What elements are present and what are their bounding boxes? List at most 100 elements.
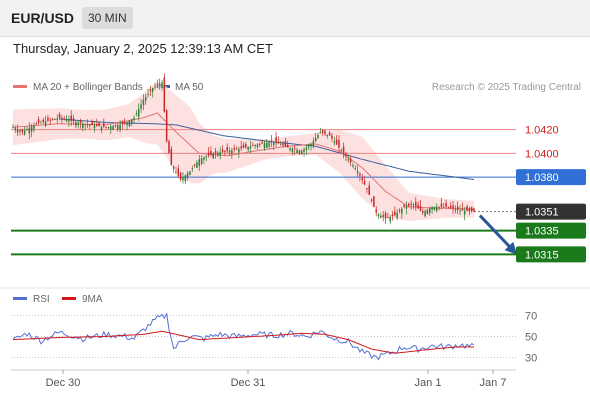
candle-body (79, 120, 82, 124)
candle-body (49, 119, 52, 121)
candle-body (305, 147, 308, 150)
candle-body (68, 120, 70, 122)
x-axis: Dec 30 Dec 31 Jan 1 Jan 7 (46, 370, 506, 389)
candle-body (452, 205, 454, 209)
bollinger-band (13, 81, 474, 222)
candle-body (310, 143, 312, 146)
candle-body (65, 119, 68, 122)
candle-body (84, 124, 86, 126)
candle-body (447, 206, 450, 208)
candle-body (426, 209, 429, 214)
candle-body (270, 140, 273, 142)
candle-body (200, 158, 203, 164)
candle-body (415, 202, 417, 207)
candle-body (422, 210, 424, 213)
candle-body (205, 156, 207, 158)
candle-body (212, 153, 214, 159)
forecast-arrow-line (478, 214, 518, 255)
level-tag-1.0335 (516, 222, 586, 239)
level-tag-1.0351 (516, 203, 586, 220)
candle-body (179, 172, 182, 180)
candle-body (54, 118, 56, 121)
level-label-1.0335: 1.0335 (525, 226, 559, 238)
candle-body (361, 178, 363, 181)
timestamp: Thursday, January 2, 2025 12:39:13 AM CE… (13, 41, 273, 56)
level-label-1.0420: 1.0420 (525, 125, 559, 137)
candle-body (89, 124, 91, 126)
candle-body (459, 210, 461, 212)
candle-body (40, 122, 42, 124)
candle-body (335, 139, 338, 145)
rsi-legend-swatch (13, 297, 27, 300)
candle-body (12, 127, 14, 129)
candle-body (456, 206, 459, 210)
candle-body (77, 122, 79, 125)
candle-body (468, 208, 471, 212)
candle-body (419, 205, 422, 211)
candle-body (231, 150, 233, 155)
candle-body (394, 211, 396, 216)
candle-body (214, 151, 217, 153)
candle-body (110, 126, 112, 130)
candle-body (100, 126, 103, 131)
candle-body (135, 113, 138, 115)
main-legend: MA 20 + Bollinger Bands MA 50 Research ©… (13, 82, 581, 93)
candle-body (86, 124, 89, 126)
candle-body (117, 125, 119, 130)
candle-body (324, 130, 326, 134)
candle-body (247, 146, 249, 150)
candle-body (121, 122, 124, 125)
candle-body (175, 171, 177, 173)
candle-body (461, 208, 464, 211)
candle-body (126, 122, 128, 126)
candle-body (238, 148, 240, 153)
candle-body (403, 204, 405, 207)
candle-body (147, 94, 149, 95)
level-label-1.0400: 1.0400 (525, 148, 559, 160)
candle-body (114, 124, 117, 126)
candle-body (105, 126, 107, 128)
candle-body (128, 120, 131, 127)
symbol-title: EUR/USD (11, 10, 75, 26)
candle-body (328, 132, 331, 136)
candle-body (252, 145, 254, 147)
candle-body (224, 150, 226, 152)
credit-text: Research © 2025 Trading Central (432, 82, 581, 93)
rsi-ma-legend-label: 9MA (82, 294, 103, 305)
candle-body (198, 159, 201, 166)
candle-body (191, 168, 194, 170)
candle-body (14, 128, 17, 130)
candle-body (289, 148, 291, 150)
candle-body (354, 168, 357, 170)
candle-body (42, 119, 45, 122)
price-level-labels: 1.0420 1.0400 1.0380 1.0351 1.0335 1.0315 (516, 125, 586, 263)
x-tick-label: Dec 30 (46, 377, 81, 389)
candle-body (340, 150, 343, 152)
candle-body (35, 123, 38, 125)
candle-body (161, 82, 163, 88)
candle-body (277, 141, 280, 144)
candle-body (137, 108, 140, 117)
candle-body (235, 148, 238, 150)
ma50-legend-label: MA 50 (175, 82, 204, 93)
candle-body (440, 203, 443, 207)
candlesticks (12, 73, 475, 225)
candle-body (140, 104, 142, 109)
candle-body (408, 203, 410, 206)
candle-body (398, 210, 401, 212)
forecast-arrow (478, 214, 518, 255)
candle-body (23, 130, 26, 135)
rsi-tick-70: 70 (525, 310, 537, 322)
candle-body (342, 146, 345, 154)
candle-body (380, 215, 382, 219)
timeframe-button[interactable]: 30 MIN (82, 7, 133, 29)
candle-body (51, 118, 54, 120)
candle-body (70, 115, 72, 121)
candle-body (291, 148, 294, 153)
candle-body (233, 147, 235, 150)
rsi-tick-50: 50 (525, 331, 537, 343)
candle-body (363, 181, 366, 185)
candle-body (263, 143, 266, 149)
rsi-ma-path (12, 330, 474, 354)
candle-body (249, 146, 252, 149)
